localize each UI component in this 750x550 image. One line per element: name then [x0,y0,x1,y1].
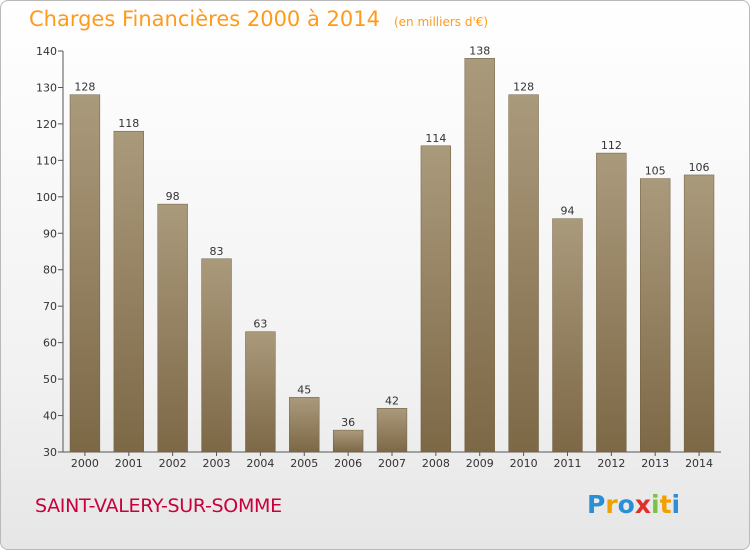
x-tick-label: 2004 [246,457,274,470]
x-tick-label: 2011 [553,457,581,470]
data-label: 63 [253,318,267,331]
bar [201,258,232,453]
data-label: 106 [689,161,710,174]
bar [508,94,539,453]
bar [464,58,495,453]
y-tick-label: 100 [36,191,57,204]
bars [69,58,715,453]
logo-letter: t [659,490,672,519]
data-label: 128 [74,81,95,94]
data-label: 42 [385,394,399,407]
x-tick-label: 2000 [71,457,99,470]
x-tick-label: 2007 [378,457,406,470]
logo-letter: P [587,490,606,519]
chart-title-text: Charges Financières 2000 à 2014 [29,7,380,31]
bar [69,94,101,453]
data-label: 105 [645,165,666,178]
data-label: 114 [425,132,446,145]
data-label: 128 [513,81,534,94]
data-label: 112 [601,139,622,152]
data-label: 138 [469,44,490,57]
y-tick-label: 70 [43,300,57,313]
y-tick-label: 50 [43,373,57,386]
y-tick-label: 60 [43,337,57,350]
logo-letter: i [671,490,681,519]
x-tick-labels: 2000 2001 2002 2003 2004 2005 2006 2007 2008 2009… [71,457,713,470]
x-tick-label: 2014 [685,457,713,470]
bar [289,397,320,453]
y-tick-label: 120 [36,118,57,131]
bar [332,429,364,453]
logo-letter: x [634,490,651,519]
bar [640,178,671,453]
bar [596,152,627,453]
y-tick-label: 140 [36,45,57,58]
logo-letter: o [617,490,635,519]
bar [420,145,452,453]
x-tick-label: 2009 [466,457,494,470]
data-label: 94 [560,205,574,218]
x-tick-label: 2008 [422,457,450,470]
y-tick-labels: 30 40 50 60 70 80 90 100 110 120 130 140 [36,45,57,459]
logo-letter: r [605,490,618,519]
proxiti-logo: Proxiti [587,490,680,519]
y-tick-label: 90 [43,227,57,240]
data-label: 36 [341,416,355,429]
x-tick-label: 2002 [159,457,187,470]
y-tick-label: 130 [36,81,57,94]
x-tick-label: 2005 [290,457,318,470]
place-name: SAINT-VALERY-SUR-SOMME [35,495,282,517]
bar [113,130,144,453]
data-label: 45 [297,383,311,396]
y-tick-label: 40 [43,410,57,423]
chart-title: Charges Financières 2000 à 2014 (en milli… [29,7,488,31]
value-labels: 128 118 98 83 63 45 36 42 114 138 128 94 112 105 106 [74,44,709,429]
x-tick-label: 2003 [203,457,231,470]
x-tick-label: 2013 [641,457,669,470]
data-label: 98 [166,190,180,203]
x-tick-label: 2012 [597,457,625,470]
bar [245,331,276,453]
data-label: 118 [118,117,139,130]
y-tick-label: 30 [43,446,57,459]
bar [552,218,583,453]
y-tick-label: 80 [43,264,57,277]
data-label: 83 [210,245,224,258]
bar [157,203,188,453]
bar [683,174,715,453]
y-tick-label: 110 [36,154,57,167]
x-tick-label: 2006 [334,457,362,470]
bar [376,408,408,453]
x-tick-label: 2010 [510,457,538,470]
logo-letter: i [651,490,660,519]
chart-subtitle: (en milliers d'€) [393,15,489,29]
x-tick-label: 2001 [115,457,143,470]
